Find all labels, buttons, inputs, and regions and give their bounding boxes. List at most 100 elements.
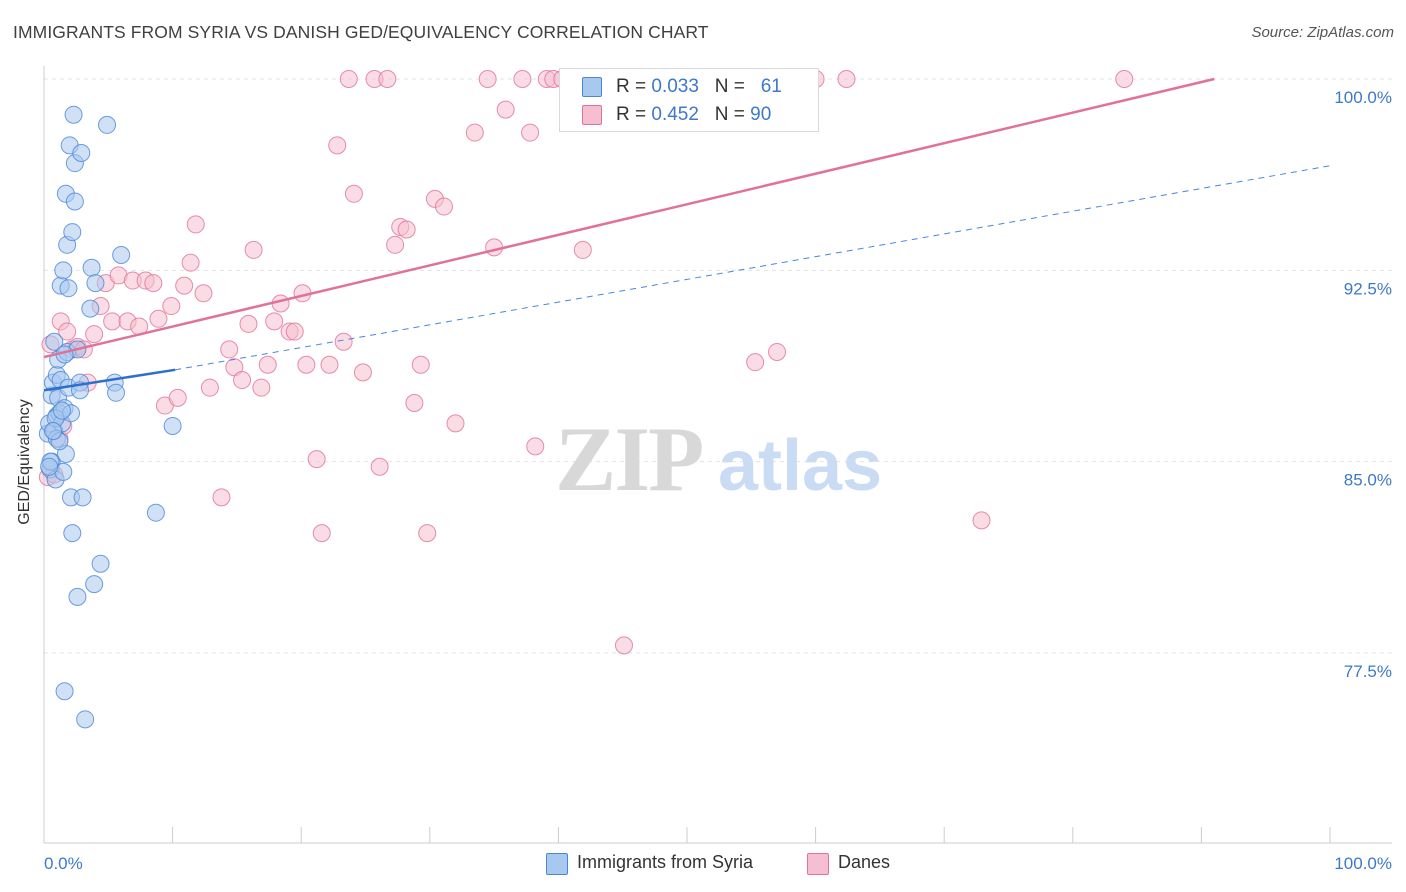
danes-point-79	[614, 636, 633, 655]
bottom-legend-swatch-syria	[546, 853, 568, 875]
syria-trend-solid	[43, 368, 176, 392]
danes-point-29	[200, 378, 219, 397]
danes-point-26	[181, 253, 200, 272]
syria-point-18	[54, 261, 73, 280]
danes-point-46	[320, 355, 339, 374]
grid-lines	[44, 78, 1392, 654]
legend-r-label: R =	[616, 104, 652, 125]
danes-point-27	[186, 215, 205, 234]
chart-title: IMMIGRANTS FROM SYRIA VS DANISH GED/EQUI…	[13, 22, 709, 42]
danes-point-44	[307, 450, 326, 469]
trend-lines	[43, 77, 1331, 392]
syria-point-49	[107, 383, 126, 402]
watermark-zip: ZIP	[555, 408, 702, 510]
tick-labels: 77.5% 85.0% 92.5% 100.0% 0.0% 100.0%	[44, 88, 1392, 873]
danes-point-35	[244, 240, 263, 259]
danes-point-76	[573, 240, 592, 259]
danes-point-65	[478, 70, 497, 88]
danes-point-34	[239, 314, 258, 333]
bottom-legend-label-syria: Immigrants from Syria	[577, 852, 754, 872]
syria-points	[38, 105, 182, 729]
danes-point-82	[746, 353, 765, 372]
source-label: Source: ZipAtlas.com	[1251, 24, 1394, 41]
syria-point-25	[59, 279, 78, 298]
danes-point-33	[233, 371, 252, 390]
syria-point-41	[76, 710, 95, 729]
syria-point-47	[98, 115, 117, 134]
syria-point-6	[45, 332, 64, 351]
danes-points	[38, 70, 1134, 655]
syria-point-50	[112, 246, 131, 265]
danes-point-45	[312, 524, 331, 543]
danes-point-36	[252, 378, 271, 397]
syria-point-55	[40, 457, 59, 476]
syria-point-34	[65, 192, 84, 211]
danes-point-25	[175, 276, 194, 295]
danes-point-63	[446, 414, 465, 433]
danes-trend-solid	[43, 77, 1215, 359]
danes-point-58	[405, 393, 424, 412]
danes-point-66	[485, 238, 504, 257]
danes-point-24	[168, 388, 187, 407]
danes-point-53	[370, 457, 389, 476]
legend-r-value-syria: 0.033	[651, 76, 699, 97]
danes-point-69	[521, 123, 540, 142]
syria-point-44	[85, 575, 104, 594]
legend-n-value-syria: 61	[760, 76, 782, 97]
syria-point-52	[163, 416, 182, 435]
legend-swatch-syria	[582, 77, 602, 97]
syria-point-59	[44, 422, 63, 441]
danes-point-64	[465, 123, 484, 142]
danes-point-55	[386, 235, 405, 254]
x-tick-label-0: 0.0%	[44, 854, 83, 873]
danes-point-67	[496, 100, 515, 119]
danes-point-41	[285, 322, 304, 341]
watermark-atlas: atlas	[718, 426, 882, 506]
danes-point-14	[103, 312, 122, 331]
bottom-legend-label-danes: Danes	[838, 852, 891, 872]
legend-n-label: N =	[714, 104, 751, 125]
danes-point-37	[258, 355, 277, 374]
danes-point-48	[334, 332, 353, 351]
danes-point-83	[768, 342, 787, 361]
danes-point-60	[418, 524, 437, 543]
x-tick-label-1: 100.0%	[1334, 854, 1392, 873]
danes-point-47	[328, 136, 347, 155]
syria-trend-dashed	[175, 165, 1331, 371]
legend-r-label: R =	[616, 76, 652, 97]
bottom-legend-swatch-danes	[807, 853, 829, 875]
danes-point-50	[344, 184, 363, 203]
danes-point-21	[149, 309, 168, 328]
syria-point-43	[82, 258, 101, 277]
syria-point-46	[91, 554, 110, 573]
danes-point-43	[297, 355, 316, 374]
syria-point-51	[146, 503, 165, 522]
axes	[43, 66, 1392, 844]
danes-point-89	[1115, 70, 1134, 88]
danes-point-62	[434, 197, 453, 216]
danes-point-6	[58, 322, 77, 341]
syria-point-42	[81, 299, 100, 318]
y-tick-label-1: 85.0%	[1344, 471, 1392, 490]
danes-point-23	[162, 297, 181, 316]
danes-point-57	[397, 220, 416, 239]
danes-point-87	[837, 70, 856, 88]
danes-point-31	[220, 340, 239, 359]
danes-point-11	[85, 325, 104, 344]
legend-n-label: N =	[714, 76, 751, 97]
syria-point-31	[63, 223, 82, 242]
danes-point-49	[339, 70, 358, 88]
legend-n-value-danes: 90	[750, 104, 772, 125]
syria-point-39	[72, 143, 91, 162]
syria-point-45	[86, 274, 105, 293]
y-tick-label-2: 92.5%	[1344, 279, 1392, 298]
danes-point-59	[411, 355, 430, 374]
legend-r-value-danes: 0.452	[651, 104, 699, 125]
legend-swatch-danes	[582, 105, 602, 125]
danes-point-20	[144, 274, 163, 293]
syria-point-58	[53, 401, 72, 420]
danes-point-28	[194, 284, 213, 303]
y-tick-label-3: 100.0%	[1334, 88, 1392, 107]
syria-point-30	[63, 524, 82, 543]
syria-point-20	[55, 682, 74, 701]
